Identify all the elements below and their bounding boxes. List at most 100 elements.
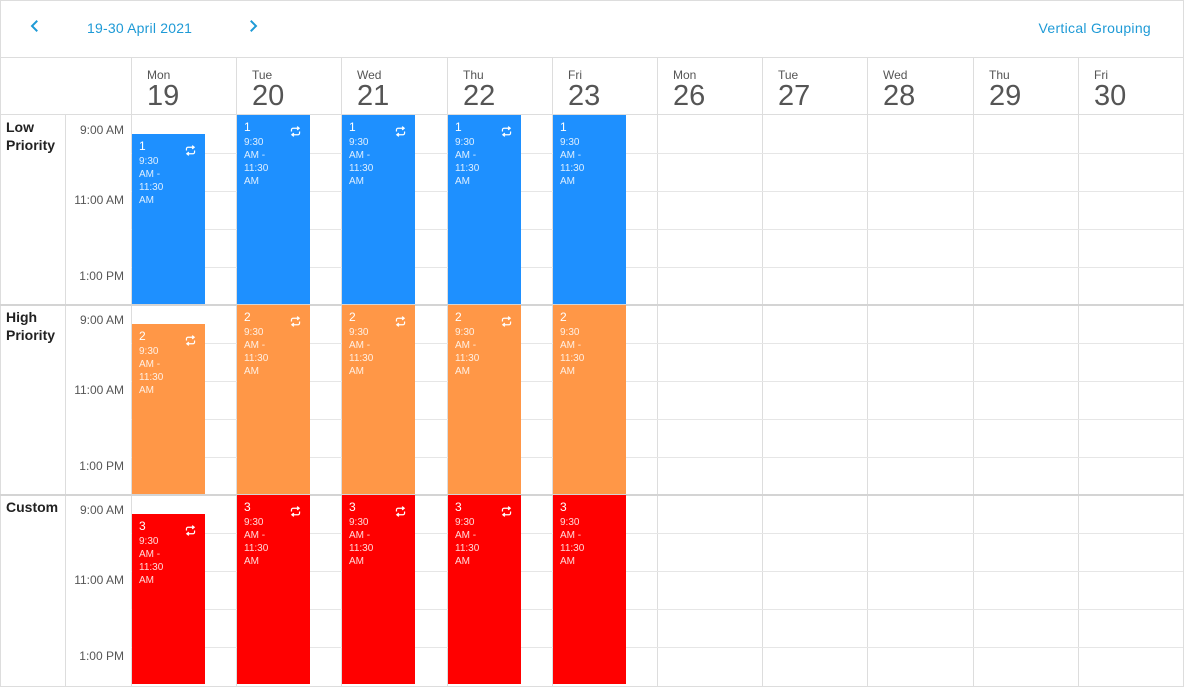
day-header[interactable]: Fri 30 (1078, 58, 1183, 115)
time-label: 11:00 AM (74, 383, 124, 397)
repeat-icon (394, 125, 407, 138)
day-number: 26 (673, 80, 706, 112)
grid-line (657, 58, 658, 687)
grid-line (867, 58, 868, 687)
grid-line (973, 58, 974, 687)
time-label: 11:00 AM (74, 573, 124, 587)
day-name: Tue (252, 68, 273, 82)
day-number: 19 (147, 80, 180, 112)
appointment-title: 2 (139, 329, 146, 343)
date-range-button[interactable]: 19-30 April 2021 (87, 20, 193, 36)
day-header[interactable]: Tue 20 (236, 58, 341, 115)
grid-line (131, 343, 1183, 344)
appointment-time: 9:30 AM - 11:30 AM (244, 137, 269, 187)
appointment-title: 1 (244, 120, 251, 134)
appointment-title: 1 (455, 120, 462, 134)
appointment-title: 2 (244, 310, 251, 324)
appointment-time: 9:30 AM - 11:30 AM (560, 517, 585, 567)
day-header[interactable]: Mon 26 (657, 58, 762, 115)
previous-button[interactable] (21, 14, 49, 42)
grid-line (1078, 58, 1079, 687)
time-label: 9:00 AM (79, 123, 124, 137)
group-label: High Priority (0, 305, 66, 495)
day-header[interactable]: Thu 22 (447, 58, 552, 115)
appointment-time: 9:30 AM - 11:30 AM (455, 517, 480, 567)
vertical-grouping-button[interactable]: Vertical Grouping (1038, 20, 1151, 36)
appointment[interactable]: 1 9:30 AM - 11:30 AM (132, 134, 205, 304)
grid-line (131, 647, 1183, 648)
group-label: Custom (0, 495, 66, 685)
appointment-time: 9:30 AM - 11:30 AM (139, 346, 164, 396)
grid-line (341, 58, 342, 687)
day-header[interactable]: Mon 19 (131, 58, 236, 115)
appointment[interactable]: 2 9:30 AM - 11:30 AM (448, 305, 521, 494)
appointment-title: 2 (455, 310, 462, 324)
repeat-icon (184, 524, 197, 537)
day-name: Wed (883, 68, 908, 82)
grid-line (131, 191, 1183, 192)
appointment-time: 9:30 AM - 11:30 AM (139, 156, 164, 206)
grid-line (131, 571, 1183, 572)
day-header[interactable]: Wed 21 (341, 58, 447, 115)
day-header[interactable]: Thu 29 (973, 58, 1078, 115)
appointment[interactable]: 3 9:30 AM - 11:30 AM (448, 495, 521, 684)
repeat-icon (289, 505, 302, 518)
grid-line (762, 58, 763, 687)
appointment[interactable]: 3 9:30 AM - 11:30 AM (342, 495, 415, 684)
appointment[interactable]: 2 9:30 AM - 11:30 AM (132, 324, 205, 494)
time-label: 11:00 AM (74, 193, 124, 207)
repeat-icon (394, 315, 407, 328)
appointment-title: 1 (560, 120, 567, 134)
day-header[interactable]: Wed 28 (867, 58, 973, 115)
grid-line (131, 381, 1183, 382)
time-label: 9:00 AM (79, 503, 124, 517)
repeat-icon (184, 144, 197, 157)
day-number: 22 (463, 80, 496, 112)
grid-line (0, 114, 1184, 115)
appointment[interactable]: 1 9:30 AM - 11:30 AM (237, 115, 310, 304)
appointment-time: 9:30 AM - 11:30 AM (139, 536, 164, 586)
appointment[interactable]: 2 9:30 AM - 11:30 AM (342, 305, 415, 494)
day-header[interactable]: Tue 27 (762, 58, 867, 115)
day-name: Thu (463, 68, 484, 82)
appointment[interactable]: 1 9:30 AM - 11:30 AM (553, 115, 626, 304)
group-label: Low Priority (0, 115, 66, 305)
appointment[interactable]: 3 9:30 AM - 11:30 AM (237, 495, 310, 684)
appointment[interactable]: 3 9:30 AM - 11:30 AM (132, 514, 205, 684)
day-name: Fri (568, 68, 582, 82)
appointment[interactable]: 1 9:30 AM - 11:30 AM (448, 115, 521, 304)
day-header[interactable]: Fri 23 (552, 58, 657, 115)
appointment-title: 3 (560, 500, 567, 514)
appointment-time: 9:30 AM - 11:30 AM (244, 327, 269, 377)
appointment[interactable]: 1 9:30 AM - 11:30 AM (342, 115, 415, 304)
time-label: 1:00 PM (79, 459, 124, 473)
appointment[interactable]: 3 9:30 AM - 11:30 AM (553, 495, 626, 684)
appointment-time: 9:30 AM - 11:30 AM (244, 517, 269, 567)
grid-line (131, 267, 1183, 268)
appointment-time: 9:30 AM - 11:30 AM (349, 327, 374, 377)
appointment-time: 9:30 AM - 11:30 AM (455, 137, 480, 187)
grid-line (131, 533, 1183, 534)
appointment[interactable]: 2 9:30 AM - 11:30 AM (553, 305, 626, 494)
appointment-title: 3 (139, 519, 146, 533)
day-name: Fri (1094, 68, 1108, 82)
appointment[interactable]: 2 9:30 AM - 11:30 AM (237, 305, 310, 494)
repeat-icon (500, 125, 513, 138)
grid-line (131, 58, 132, 687)
day-name: Mon (673, 68, 697, 82)
appointment-title: 3 (349, 500, 356, 514)
next-button[interactable] (239, 14, 267, 42)
time-label: 1:00 PM (79, 269, 124, 283)
appointment-title: 1 (139, 139, 146, 153)
chevron-left-icon (26, 17, 44, 40)
day-number: 20 (252, 80, 285, 112)
day-name: Thu (989, 68, 1010, 82)
appointment-time: 9:30 AM - 11:30 AM (349, 137, 374, 187)
grid-line (131, 457, 1183, 458)
appointment-time: 9:30 AM - 11:30 AM (455, 327, 480, 377)
grid-line (131, 153, 1183, 154)
repeat-icon (394, 505, 407, 518)
appointment-title: 2 (560, 310, 567, 324)
chevron-right-icon (244, 17, 262, 40)
appointment-title: 3 (244, 500, 251, 514)
